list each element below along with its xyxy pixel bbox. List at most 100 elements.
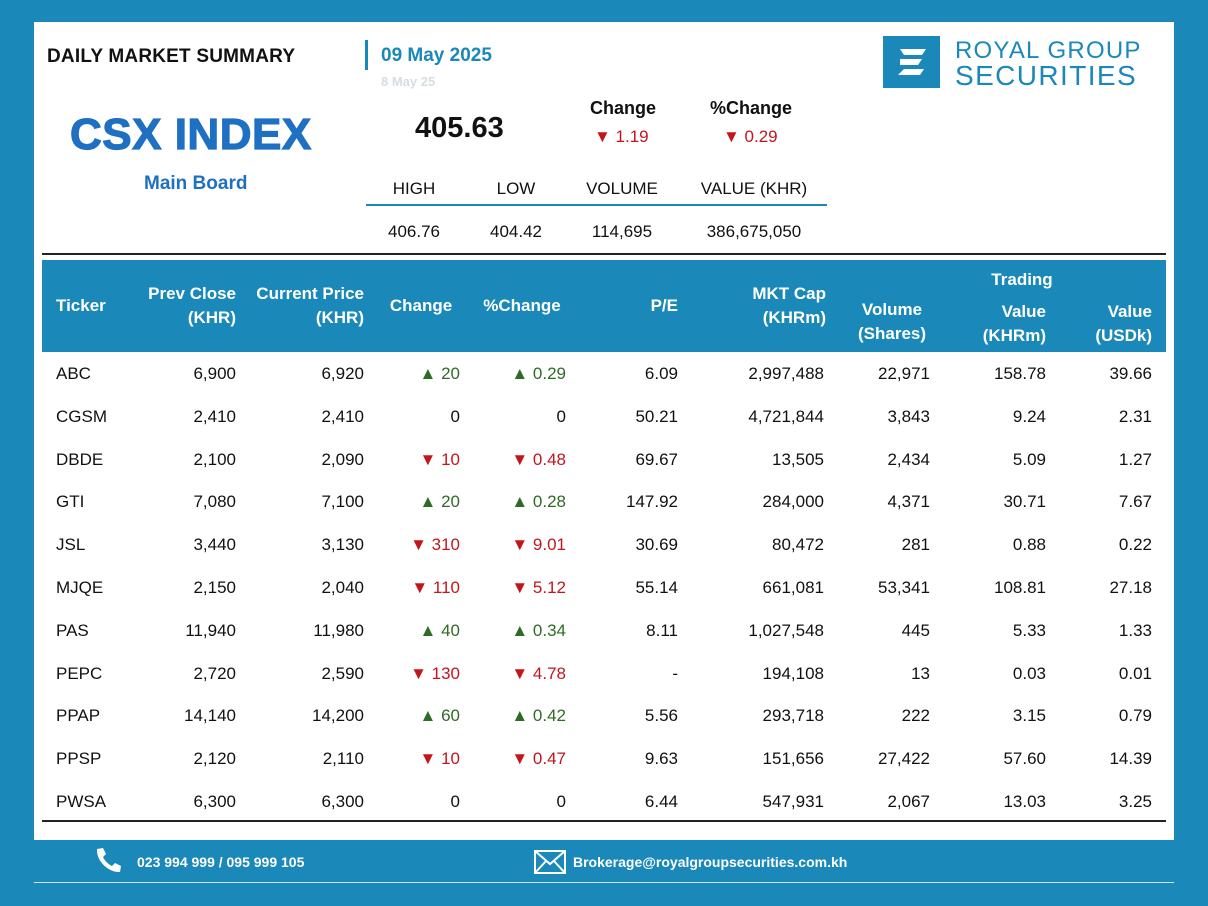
cell-mkt-cap: 547,931 bbox=[762, 791, 824, 811]
cell-ticker: PPSP bbox=[56, 749, 102, 769]
change-value: ▼ 1.19 bbox=[594, 127, 649, 146]
cell-value-usd: 1.33 bbox=[1118, 620, 1152, 640]
page-title: DAILY MARKET SUMMARY bbox=[47, 46, 296, 67]
footer-phone: 023 994 999 / 095 999 105 bbox=[137, 854, 305, 870]
table-row: PWSA 6,300 6,300 0 0 6.44 547,931 2,067 13.03 3.2… bbox=[42, 781, 1166, 824]
cell-change: ▲ 20 bbox=[419, 492, 460, 512]
th-value-usd: Value (USDk) bbox=[1072, 300, 1152, 348]
table-row: PEPC 2,720 2,590 ▼ 130 ▼ 4.78 - 194,108 13 0.03 0… bbox=[42, 653, 1166, 696]
table-row: MJQE 2,150 2,040 ▼ 110 ▼ 5.12 55.14 661,081 53,… bbox=[42, 567, 1166, 610]
cell-pe: 50.21 bbox=[635, 406, 678, 426]
cell-pe: 9.63 bbox=[644, 749, 678, 769]
cell-prev-close: 14,140 bbox=[184, 706, 236, 726]
th-current-line2: (KHR) bbox=[315, 308, 364, 327]
cell-change: ▼ 10 bbox=[419, 749, 460, 769]
cell-ticker: PWSA bbox=[56, 791, 107, 811]
th-volume: Volume (Shares) bbox=[846, 298, 938, 346]
cell-pct-change: 0 bbox=[556, 791, 566, 811]
cell-value-khr: 0.88 bbox=[1012, 535, 1046, 555]
table-row: CGSM 2,410 2,410 0 0 50.21 4,721,844 3,843 9.24 2… bbox=[42, 396, 1166, 439]
cell-volume: 222 bbox=[901, 706, 930, 726]
cell-prev-close: 11,940 bbox=[185, 620, 236, 640]
ghost-date: 8 May 25 bbox=[381, 74, 436, 89]
cell-volume: 27,422 bbox=[878, 749, 930, 769]
table-body: ABC 6,900 6,920 ▲ 20 ▲ 0.29 6.09 2,997,488 22,9… bbox=[42, 353, 1166, 824]
cell-prev-close: 3,440 bbox=[193, 535, 236, 555]
cell-pct-change: ▼ 0.47 bbox=[511, 749, 566, 769]
cell-current-price: 2,090 bbox=[321, 449, 364, 469]
footer: 023 994 999 / 095 999 105 Brokerage@roya… bbox=[0, 840, 1208, 906]
th-prev-close-line1: Prev Close bbox=[148, 284, 236, 303]
cell-pct-change: ▼ 0.48 bbox=[511, 449, 566, 469]
cell-mkt-cap: 284,000 bbox=[762, 492, 824, 512]
header-divider bbox=[365, 40, 368, 70]
th-mktcap-line1: MKT Cap bbox=[752, 284, 826, 303]
th-current-price: Current Price (KHR) bbox=[238, 282, 364, 330]
stat-header-low: LOW bbox=[496, 179, 536, 198]
cell-change: 0 bbox=[450, 791, 460, 811]
cell-prev-close: 2,100 bbox=[193, 449, 236, 469]
cell-change: ▼ 110 bbox=[411, 577, 460, 597]
cell-volume: 22,971 bbox=[878, 364, 930, 383]
cell-prev-close: 2,120 bbox=[193, 749, 236, 769]
index-name: CSX INDEX bbox=[69, 109, 312, 159]
stat-value-high: 406.76 bbox=[388, 222, 440, 241]
table-row: PPSP 2,120 2,110 ▼ 10 ▼ 0.47 9.63 151,656 27,42… bbox=[42, 738, 1166, 781]
cell-current-price: 7,100 bbox=[321, 492, 364, 512]
cell-current-price: 2,110 bbox=[322, 749, 364, 769]
cell-prev-close: 2,720 bbox=[193, 663, 236, 683]
cell-pe: 69.67 bbox=[635, 449, 678, 469]
logo-text-line2: SECURITIES bbox=[955, 60, 1138, 91]
cell-prev-close: 6,300 bbox=[193, 791, 236, 811]
table-row: GTI 7,080 7,100 ▲ 20 ▲ 0.28 147.92 284,000 4,37… bbox=[42, 481, 1166, 524]
cell-ticker: DBDE bbox=[56, 449, 104, 469]
cell-current-price: 2,410 bbox=[321, 406, 364, 426]
cell-ticker: MJQE bbox=[56, 577, 104, 597]
cell-pe: 55.14 bbox=[635, 577, 678, 597]
cell-current-price: 3,130 bbox=[321, 535, 364, 555]
cell-value-usd: 2.31 bbox=[1118, 406, 1152, 426]
th-value-usd-line2: (USDk) bbox=[1095, 326, 1152, 345]
cell-value-khr: 57.60 bbox=[1003, 749, 1046, 769]
cell-value-khr: 30.71 bbox=[1003, 492, 1046, 512]
cell-mkt-cap: 151,656 bbox=[762, 749, 824, 769]
cell-value-usd: 1.27 bbox=[1118, 449, 1152, 469]
th-pe: P/E bbox=[650, 296, 678, 315]
cell-prev-close: 6,900 bbox=[193, 364, 236, 383]
cell-volume: 2,434 bbox=[887, 449, 930, 469]
cell-current-price: 11,980 bbox=[313, 620, 364, 640]
report-date: 09 May 2025 bbox=[381, 45, 492, 66]
th-ticker: Ticker bbox=[56, 296, 106, 315]
cell-volume: 3,843 bbox=[887, 406, 930, 426]
cell-value-khr: 13.03 bbox=[1003, 791, 1046, 811]
cell-volume: 13 bbox=[911, 663, 930, 683]
th-trading: Trading bbox=[991, 270, 1053, 289]
cell-volume: 2,067 bbox=[887, 791, 930, 811]
cell-mkt-cap: 80,472 bbox=[772, 535, 824, 555]
cell-ticker: PAS bbox=[56, 620, 89, 640]
table-header: Ticker Prev Close (KHR) Current Price (K… bbox=[42, 260, 1166, 352]
cell-ticker: CGSM bbox=[56, 406, 107, 426]
cell-ticker: PPAP bbox=[56, 706, 101, 726]
cell-pct-change: 0 bbox=[556, 406, 566, 426]
cell-ticker: ABC bbox=[56, 364, 91, 383]
cell-mkt-cap: 1,027,548 bbox=[748, 620, 824, 640]
cell-mkt-cap: 293,718 bbox=[762, 706, 824, 726]
cell-prev-close: 2,150 bbox=[193, 577, 236, 597]
cell-prev-close: 7,080 bbox=[193, 492, 236, 512]
logo-text-line1: ROYAL GROUP bbox=[955, 37, 1142, 64]
th-pct-change: %Change bbox=[483, 296, 561, 315]
cell-value-khr: 108.81 bbox=[994, 577, 1046, 597]
table-row: ABC 6,900 6,920 ▲ 20 ▲ 0.29 6.09 2,997,488 22,9… bbox=[42, 353, 1166, 396]
cell-pct-change: ▼ 4.78 bbox=[511, 663, 566, 683]
cell-volume: 4,371 bbox=[887, 492, 930, 512]
mail-icon bbox=[534, 850, 566, 879]
th-prev-close: Prev Close (KHR) bbox=[132, 282, 236, 330]
phone-icon bbox=[93, 846, 125, 879]
cell-prev-close: 2,410 bbox=[193, 406, 236, 426]
cell-change: ▼ 10 bbox=[419, 449, 460, 469]
stat-header-volume: VOLUME bbox=[586, 179, 658, 198]
cell-current-price: 2,590 bbox=[321, 663, 364, 683]
cell-ticker: GTI bbox=[56, 492, 85, 512]
th-prev-close-line2: (KHR) bbox=[187, 308, 236, 327]
